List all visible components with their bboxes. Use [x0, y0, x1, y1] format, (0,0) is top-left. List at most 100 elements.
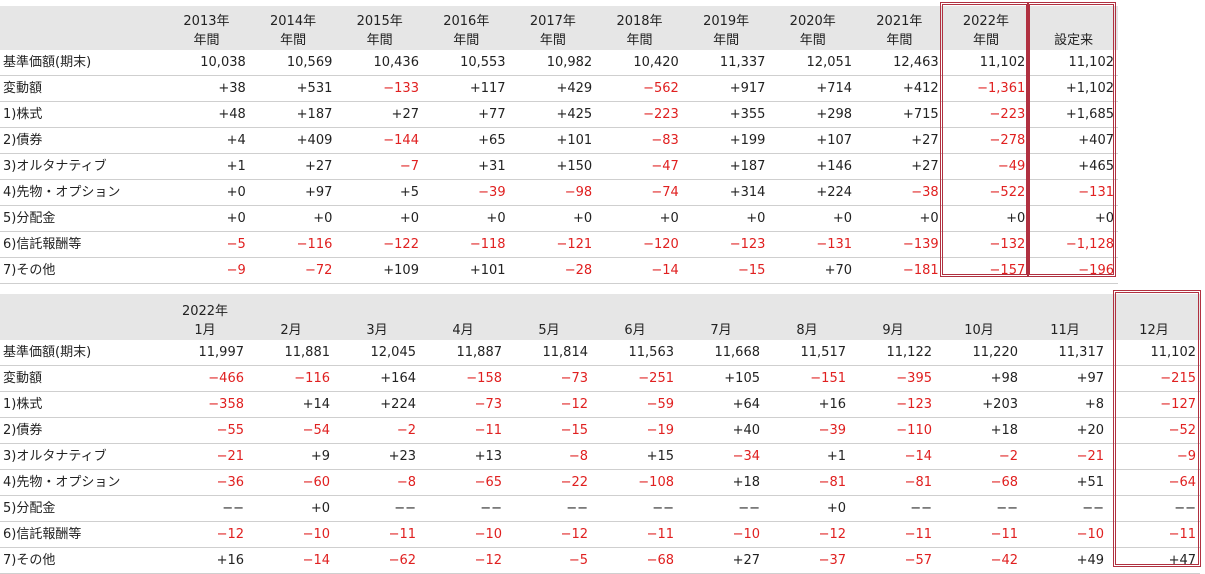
- table-cell: −181: [856, 257, 943, 284]
- column-header-year: 2020年: [789, 14, 836, 29]
- column-header-year: [1029, 12, 1118, 31]
- table-cell: −122: [336, 231, 423, 258]
- column-header: 2015年年間: [336, 6, 423, 50]
- table-cell: −131: [1029, 179, 1118, 206]
- table-cell: −38: [856, 179, 943, 206]
- table-cell: 11,102: [942, 50, 1030, 76]
- column-header-period: 9月: [882, 323, 904, 338]
- table-row: 3)オルタナティブ −21 +9 +23 +13 −8 +15 −34 +1 −14 −2 −21 −9: [0, 443, 1200, 470]
- table-cell: −123: [850, 391, 936, 418]
- column-header: 2014年 年間: [249, 6, 337, 50]
- column-header-year: 2013年: [183, 14, 230, 29]
- table-cell: −21: [1022, 443, 1108, 470]
- table-cell: 10,420: [596, 50, 683, 76]
- table-cell: +64: [678, 391, 764, 418]
- table-cell: +1,102: [1029, 75, 1118, 102]
- table-cell: −5: [163, 231, 250, 258]
- row-label: 1)株式: [0, 101, 164, 128]
- table-cell: −39: [422, 179, 510, 206]
- table-cell: 10,436: [336, 50, 423, 76]
- table-cell: 11,102: [1108, 340, 1200, 366]
- table-cell: −2: [334, 417, 420, 444]
- column-header-period: 年間: [366, 33, 393, 48]
- column-header: 6月: [592, 294, 678, 340]
- table-cell: −223: [596, 101, 683, 128]
- table-cell: −34: [678, 443, 764, 470]
- table-cell: 11,122: [850, 340, 936, 366]
- table-cell: −116: [248, 365, 334, 392]
- column-header-year: [850, 302, 936, 321]
- table-cell: −28: [509, 257, 597, 284]
- table-cell: +0: [248, 495, 334, 522]
- table-cell: +0: [682, 205, 770, 232]
- table-cell: −12: [506, 391, 592, 418]
- table-cell: 10,553: [422, 50, 510, 76]
- table-cell: −11: [334, 521, 420, 548]
- table-cell: −−: [162, 495, 248, 522]
- table-cell: −54: [248, 417, 334, 444]
- table-cell: −9: [1108, 443, 1200, 470]
- column-header-period: 年間: [280, 33, 307, 48]
- table-row: 3)オルタナティブ +1 +27 −7 +31 +150 −47 +187 +146 +27 −49…: [0, 153, 1118, 180]
- table-cell: −120: [596, 231, 683, 258]
- table-cell: +27: [856, 153, 943, 180]
- table-cell: −12: [764, 521, 850, 548]
- column-header: 2月: [248, 294, 334, 340]
- row-label: 5)分配金: [0, 205, 164, 232]
- table-cell: +98: [936, 365, 1022, 392]
- column-header: 2018年 年間: [596, 6, 683, 50]
- column-header-year: 2019年: [703, 14, 750, 29]
- column-header: 2016年 年間: [422, 6, 510, 50]
- column-header: 2021年 年間: [856, 6, 943, 50]
- table-cell: +164: [334, 365, 420, 392]
- table-cell: 11,668: [678, 340, 764, 366]
- table-cell: +199: [682, 127, 770, 154]
- table-cell: −−: [1022, 495, 1108, 522]
- table-cell: −2: [936, 443, 1022, 470]
- table-cell: −81: [764, 469, 850, 496]
- table-cell: −−: [1108, 495, 1200, 522]
- row-label: 4)先物・オプション: [0, 179, 164, 206]
- table-cell: +224: [334, 391, 420, 418]
- table-cell: −36: [162, 469, 248, 496]
- table-cell: +146: [769, 153, 857, 180]
- column-header: 2017年 年間: [509, 6, 597, 50]
- table-cell: +0: [163, 205, 250, 232]
- column-header-period: 8月: [796, 323, 818, 338]
- table-cell: −116: [249, 231, 337, 258]
- table-cell: −395: [850, 365, 936, 392]
- column-header-year: [678, 302, 764, 321]
- table-cell: 10,982: [509, 50, 597, 76]
- row-label: 6)信託報酬等: [0, 231, 164, 258]
- column-header-period: 1月: [194, 323, 216, 338]
- table-cell: 11,317: [1022, 340, 1108, 366]
- column-header-year: [764, 302, 850, 321]
- header-blank-cell: [0, 6, 164, 50]
- table-cell: +13: [420, 443, 506, 470]
- table-cell: +117: [422, 75, 510, 102]
- table-cell: −110: [850, 417, 936, 444]
- table-cell: +9: [248, 443, 334, 470]
- column-header-period: 年間: [886, 33, 913, 48]
- header-row: 2022年 1月 2月 3月 4月 5月 6月 7月 8月 9月 10月 11月 …: [0, 294, 1200, 340]
- table-cell: +298: [769, 101, 857, 128]
- column-header-period: 年間: [626, 33, 653, 48]
- column-header-period: 年間: [799, 33, 826, 48]
- column-header: 3月: [334, 294, 420, 340]
- column-header-period: 設定来: [1054, 33, 1094, 48]
- table-cell: −127: [1108, 391, 1200, 418]
- table-cell: −73: [506, 365, 592, 392]
- table-cell: +105: [678, 365, 764, 392]
- table-cell: −98: [509, 179, 597, 206]
- column-header-year: 2015年: [356, 14, 403, 29]
- table-row: 4)先物・オプション −36 −60 −8 −65 −22 −108 +18 −81 −81 −68…: [0, 469, 1200, 496]
- table-cell: +150: [509, 153, 597, 180]
- table-cell: 12,051: [769, 50, 857, 76]
- column-header-period: 6月: [624, 323, 646, 338]
- table-cell: −144: [336, 127, 423, 154]
- column-header-year: [1022, 302, 1108, 321]
- table-cell: −223: [942, 101, 1030, 128]
- table-cell: +714: [769, 75, 857, 102]
- table-cell: +48: [163, 101, 250, 128]
- table-cell: +27: [336, 101, 423, 128]
